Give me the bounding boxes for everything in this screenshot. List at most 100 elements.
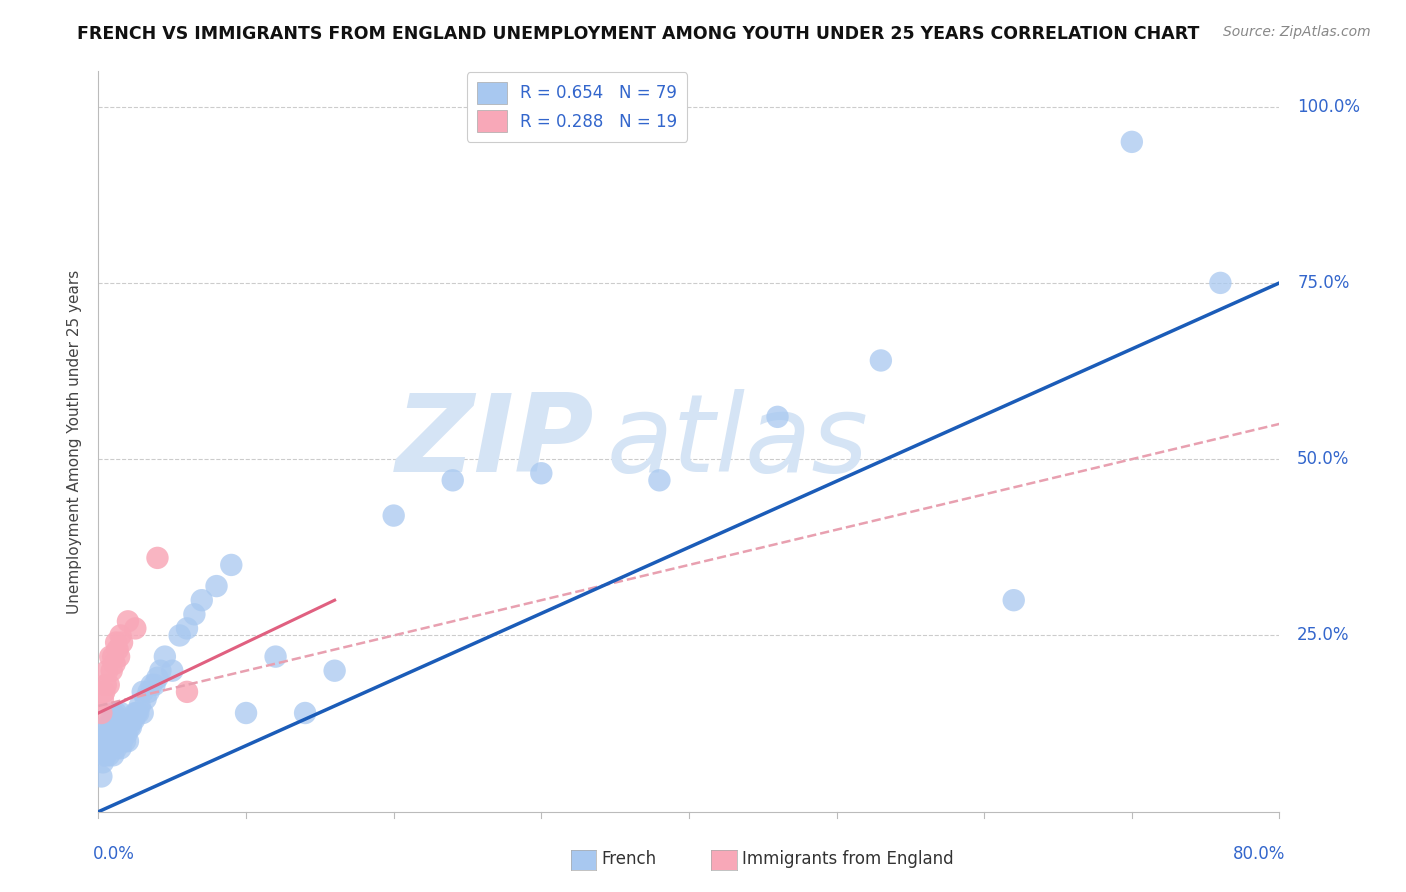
Point — [111, 734, 134, 748]
Point — [90, 769, 112, 783]
Point — [103, 748, 125, 763]
Point — [103, 734, 125, 748]
Point — [103, 649, 125, 664]
Point — [121, 713, 143, 727]
Point — [98, 713, 121, 727]
Point — [122, 713, 145, 727]
Text: 0.0%: 0.0% — [93, 845, 135, 863]
Point — [169, 628, 191, 642]
Point — [111, 713, 134, 727]
Point — [112, 727, 135, 741]
Point — [153, 649, 176, 664]
Point — [132, 685, 155, 699]
Point — [183, 607, 205, 622]
Point — [104, 657, 127, 671]
Point — [382, 508, 405, 523]
Point — [108, 649, 131, 664]
Text: ZIP: ZIP — [396, 389, 595, 494]
Point — [141, 678, 163, 692]
Point — [94, 678, 117, 692]
Point — [124, 621, 146, 635]
Point — [1002, 593, 1025, 607]
Point — [1209, 276, 1232, 290]
Point — [135, 692, 157, 706]
Point — [146, 671, 169, 685]
Point — [176, 621, 198, 635]
Point — [97, 748, 120, 763]
Point — [107, 713, 129, 727]
Legend: R = 0.654   N = 79, R = 0.288   N = 19: R = 0.654 N = 79, R = 0.288 N = 19 — [467, 72, 688, 142]
Point — [94, 748, 117, 763]
Text: atlas: atlas — [606, 389, 868, 494]
Text: Source: ZipAtlas.com: Source: ZipAtlas.com — [1223, 25, 1371, 39]
Point — [108, 734, 131, 748]
Point — [117, 734, 139, 748]
Y-axis label: Unemployment Among Youth under 25 years: Unemployment Among Youth under 25 years — [66, 269, 82, 614]
Point — [648, 473, 671, 487]
Point — [441, 473, 464, 487]
Point — [530, 467, 553, 481]
Point — [235, 706, 257, 720]
Text: 50.0%: 50.0% — [1298, 450, 1350, 468]
Point — [94, 734, 117, 748]
Point — [294, 706, 316, 720]
Point — [93, 748, 115, 763]
Text: 25.0%: 25.0% — [1298, 626, 1350, 644]
Point — [118, 720, 141, 734]
Point — [117, 713, 139, 727]
Point — [128, 698, 150, 713]
Point — [100, 741, 122, 756]
Point — [97, 720, 120, 734]
Point — [264, 649, 287, 664]
Point — [108, 713, 131, 727]
Point — [91, 692, 114, 706]
Text: FRENCH VS IMMIGRANTS FROM ENGLAND UNEMPLOYMENT AMONG YOUTH UNDER 25 YEARS CORREL: FRENCH VS IMMIGRANTS FROM ENGLAND UNEMPL… — [77, 25, 1199, 43]
Point — [120, 720, 142, 734]
Point — [98, 649, 121, 664]
Point — [124, 706, 146, 720]
Point — [105, 706, 128, 720]
Point — [143, 678, 166, 692]
Point — [93, 685, 115, 699]
Point — [138, 685, 160, 699]
Point — [176, 685, 198, 699]
Point — [1121, 135, 1143, 149]
Point — [115, 727, 138, 741]
Point — [110, 741, 132, 756]
Point — [110, 706, 132, 720]
Point — [100, 727, 122, 741]
Point — [870, 353, 893, 368]
Point — [132, 706, 155, 720]
Point — [98, 741, 121, 756]
Text: French: French — [602, 850, 657, 868]
Point — [97, 734, 120, 748]
Point — [107, 642, 129, 657]
Point — [103, 706, 125, 720]
Point — [117, 615, 139, 629]
Point — [110, 628, 132, 642]
Point — [146, 550, 169, 565]
Point — [766, 409, 789, 424]
Point — [110, 727, 132, 741]
Point — [100, 713, 122, 727]
Point — [323, 664, 346, 678]
Text: 80.0%: 80.0% — [1233, 845, 1285, 863]
Point — [105, 727, 128, 741]
Point — [104, 713, 127, 727]
Point — [96, 664, 118, 678]
Point — [103, 720, 125, 734]
Point — [111, 635, 134, 649]
Point — [162, 664, 183, 678]
Point — [98, 727, 121, 741]
Point — [97, 678, 120, 692]
Point — [96, 727, 118, 741]
Point — [93, 734, 115, 748]
Point — [205, 579, 228, 593]
Point — [114, 713, 136, 727]
Point — [94, 720, 117, 734]
Point — [105, 635, 128, 649]
Point — [96, 741, 118, 756]
Point — [114, 734, 136, 748]
Text: 75.0%: 75.0% — [1298, 274, 1350, 292]
Point — [90, 706, 112, 720]
